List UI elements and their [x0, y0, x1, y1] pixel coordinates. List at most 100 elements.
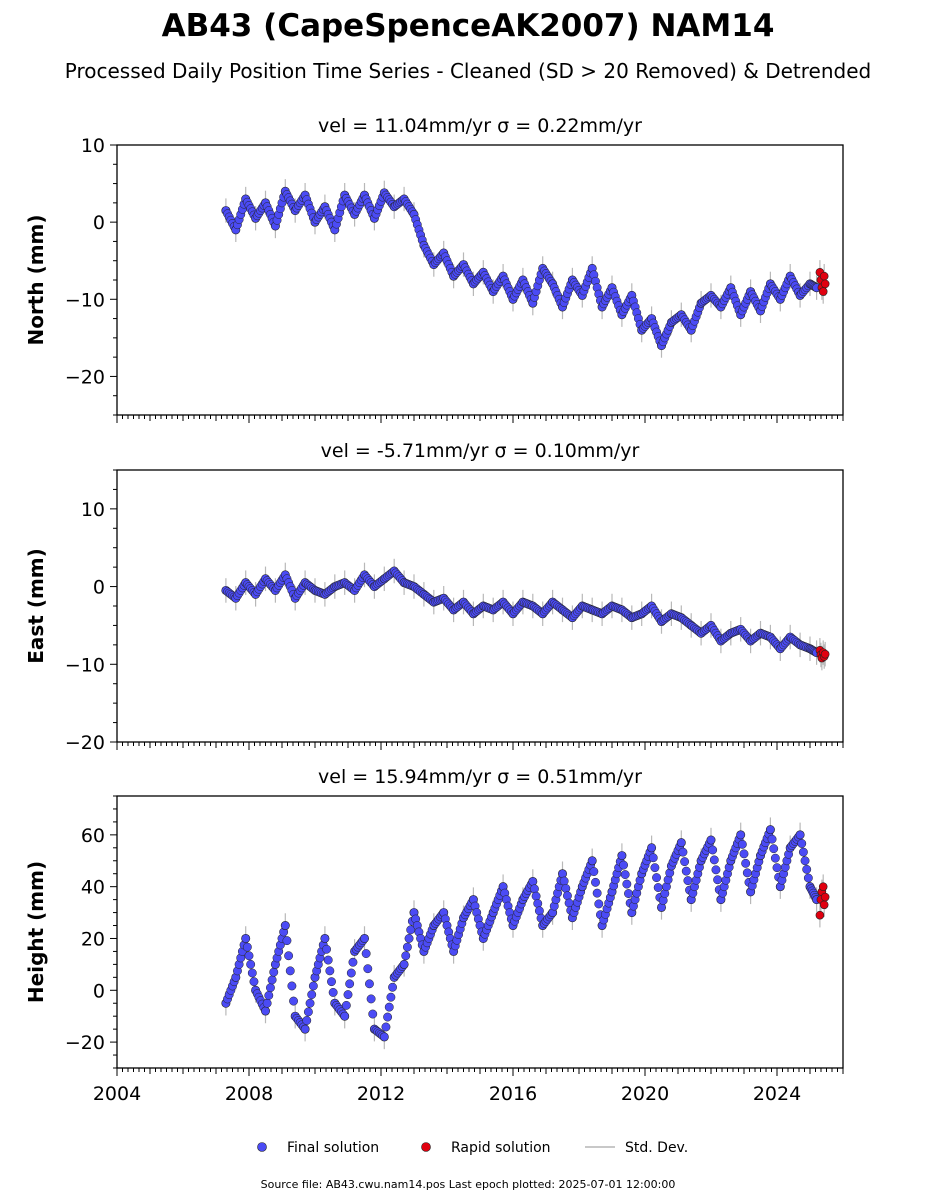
- fill-point: [282, 936, 292, 946]
- fill-point: [328, 987, 338, 997]
- fill-point: [739, 849, 749, 859]
- fill-point: [307, 990, 317, 1000]
- rapid-solution-point: [818, 287, 828, 296]
- y-tick-label: 40: [81, 877, 105, 899]
- fill-point: [345, 979, 355, 989]
- y-tick-label: 0: [93, 212, 105, 234]
- fill-point: [269, 967, 279, 977]
- chart-title: AB43 (CapeSpenceAK2007) NAM14: [162, 8, 775, 44]
- y-tick-label: 0: [93, 577, 105, 599]
- fill-point: [322, 944, 331, 954]
- fill-point: [711, 865, 721, 875]
- final-solution-point: [647, 843, 657, 853]
- fill-point: [384, 1002, 394, 1012]
- fill-point: [262, 998, 272, 1008]
- panel-title: vel = 15.94mm/yr σ = 0.51mm/yr: [318, 766, 642, 788]
- fill-point: [242, 942, 252, 952]
- fill-point: [341, 1000, 351, 1010]
- fill-point: [681, 866, 691, 876]
- final-solution-point: [379, 1032, 389, 1042]
- legend-final-marker: [257, 1142, 267, 1152]
- legend: Final solution Rapid solution Std. Dev.: [257, 1140, 688, 1156]
- fill-point: [346, 968, 356, 978]
- fill-point: [708, 845, 718, 855]
- fill-point: [244, 951, 254, 961]
- rapid-solution-point: [820, 892, 830, 902]
- fill-point: [534, 906, 544, 916]
- fill-point: [289, 996, 298, 1006]
- fill-point: [619, 860, 628, 870]
- fill-point: [803, 873, 813, 883]
- y-tick-label: −10: [65, 654, 105, 676]
- y-tick-label: 0: [93, 980, 105, 1002]
- final-solution-point: [587, 856, 597, 866]
- fill-point: [594, 899, 604, 909]
- fill-point: [802, 864, 812, 874]
- fill-point: [591, 877, 600, 887]
- fill-point: [767, 834, 777, 844]
- final-solution-point: [736, 830, 746, 840]
- fill-point: [741, 858, 751, 868]
- x-tick-label: 2024: [753, 1083, 801, 1105]
- y-axis-label: North (mm): [24, 214, 48, 345]
- fill-point: [650, 863, 660, 873]
- final-solution-point: [340, 1011, 350, 1021]
- y-tick-label: 20: [81, 928, 105, 950]
- fill-point: [305, 998, 315, 1008]
- fill-point: [678, 847, 688, 857]
- fill-point: [264, 991, 274, 1000]
- y-axis-label: Height (mm): [24, 861, 48, 1003]
- legend-final-label: Final solution: [287, 1140, 379, 1156]
- fill-point: [737, 839, 747, 849]
- fill-point: [530, 884, 539, 894]
- x-tick-label: 2008: [225, 1083, 273, 1105]
- fill-point: [406, 925, 416, 935]
- fill-point: [742, 868, 752, 878]
- fill-point: [404, 934, 414, 943]
- fill-point: [770, 853, 780, 863]
- y-tick-label: −20: [65, 1032, 105, 1054]
- final-solution-point: [280, 921, 290, 931]
- x-tick-label: 2020: [621, 1083, 669, 1105]
- fill-point: [624, 889, 633, 899]
- fill-point: [285, 966, 295, 976]
- fill-point: [348, 957, 358, 967]
- x-tick-label: 2004: [93, 1083, 141, 1105]
- fill-point: [561, 883, 571, 893]
- fill-point: [800, 856, 810, 866]
- panel-title: vel = -5.71mm/yr σ = 0.10mm/yr: [321, 440, 640, 462]
- fill-point: [388, 982, 397, 992]
- north-panel: vel = 11.04mm/yr σ = 0.22mm/yr North (mm)…: [24, 115, 844, 423]
- final-solution-point: [676, 838, 686, 848]
- fill-point: [622, 879, 632, 889]
- x-tick-label: 2012: [357, 1083, 405, 1105]
- fill-point: [365, 979, 374, 989]
- fill-point: [246, 959, 256, 969]
- fill-point: [769, 844, 779, 854]
- fill-point: [363, 964, 373, 974]
- fill-point: [648, 853, 658, 863]
- fill-point: [402, 942, 412, 952]
- legend-rapid-marker: [421, 1142, 431, 1152]
- fill-point: [266, 983, 275, 993]
- fill-point: [620, 870, 630, 880]
- fill-point: [653, 883, 663, 892]
- rapid-solution-point: [815, 910, 825, 920]
- fill-point: [531, 891, 541, 901]
- fill-point: [308, 981, 318, 991]
- fill-point: [249, 977, 259, 987]
- fill-point: [798, 847, 808, 857]
- y-tick-label: −20: [65, 366, 105, 388]
- rapid-solution-point: [818, 882, 828, 891]
- rapid-solution-point: [819, 271, 829, 281]
- fill-point: [533, 899, 543, 908]
- y-tick-label: 60: [81, 825, 105, 847]
- fill-point: [652, 873, 661, 883]
- height-panel: vel = 15.94mm/yr σ = 0.51mm/yr Height (mm…: [24, 766, 844, 1105]
- legend-std-label: Std. Dev.: [625, 1140, 688, 1156]
- fill-point: [325, 966, 335, 976]
- fill-point: [559, 876, 569, 886]
- y-tick-label: 10: [81, 499, 105, 521]
- fill-point: [386, 992, 396, 1002]
